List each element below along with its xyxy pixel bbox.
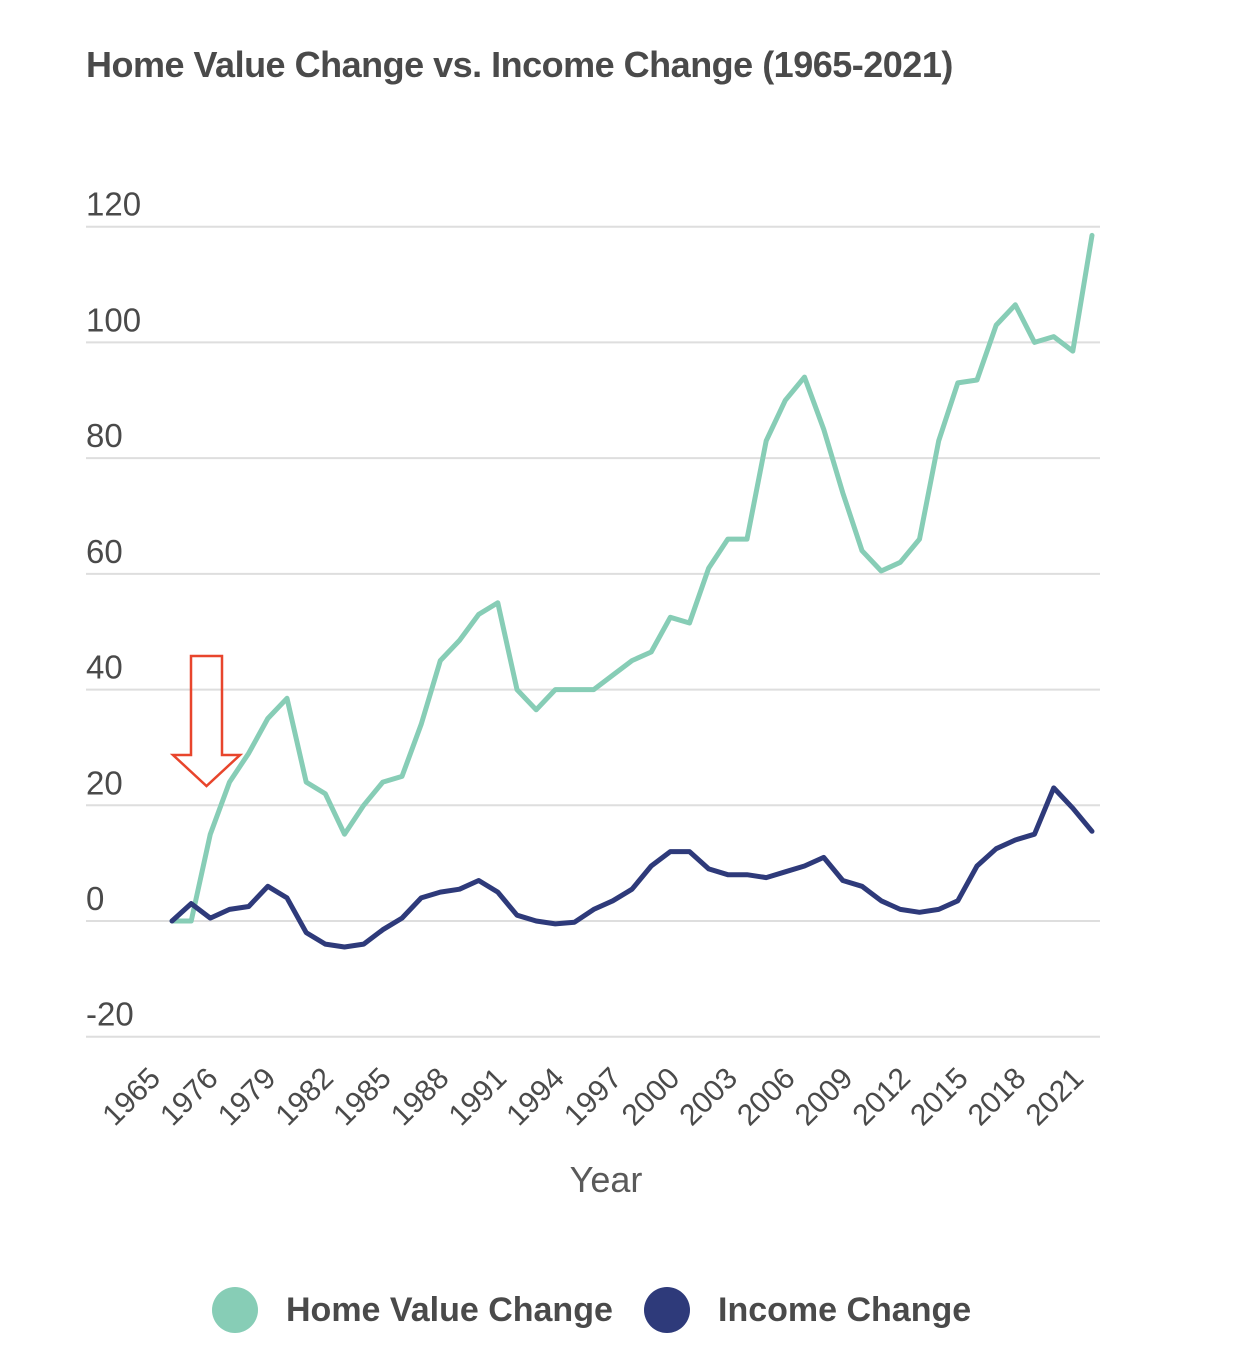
legend-label-income: Income Change — [718, 1290, 972, 1329]
legend: Home Value Change Income Change — [0, 1280, 1242, 1340]
legend-swatch-home-value — [212, 1287, 258, 1333]
annotation-layer — [169, 654, 244, 788]
x-tick-label: 2000 — [616, 1062, 687, 1133]
x-tick-label: 2006 — [731, 1062, 802, 1133]
x-tick-label: 2012 — [847, 1062, 918, 1133]
grid-lines — [86, 225, 1100, 1038]
down-arrow-annotation — [169, 654, 244, 788]
x-tick-label: 2018 — [962, 1062, 1033, 1133]
y-tick-label: 0 — [86, 880, 104, 917]
x-tick-label: 2015 — [904, 1062, 975, 1133]
x-axis-title: Year — [570, 1159, 643, 1200]
x-tick-label: 1994 — [500, 1062, 571, 1133]
x-tick-label: 1976 — [154, 1062, 225, 1133]
y-tick-label: 60 — [86, 533, 123, 570]
chart-title: Home Value Change vs. Income Change (196… — [86, 44, 953, 85]
income-line — [169, 785, 1095, 950]
x-tick-label: 1985 — [327, 1062, 398, 1133]
x-tick-label: 2009 — [789, 1062, 860, 1133]
y-tick-label: 80 — [86, 417, 123, 454]
x-tick-label: 1965 — [96, 1062, 167, 1133]
y-tick-label: 20 — [86, 764, 123, 801]
x-tick-label: 1982 — [270, 1062, 341, 1133]
y-tick-label: 120 — [86, 186, 141, 223]
y-tick-label: 100 — [86, 301, 141, 338]
x-tick-label: 1991 — [443, 1062, 514, 1133]
legend-label-home-value: Home Value Change — [286, 1290, 613, 1329]
x-tick-label: 2021 — [1020, 1062, 1091, 1133]
legend-item-income: Income Change — [644, 1280, 971, 1340]
x-tick-label: 1979 — [212, 1062, 283, 1133]
y-tick-label: -20 — [86, 996, 134, 1033]
legend-item-home-value: Home Value Change — [212, 1280, 613, 1340]
x-axis-ticks: 1965197619791982198519881991199419972000… — [96, 1062, 1090, 1133]
home-value-line — [169, 232, 1095, 924]
series-lines — [169, 232, 1095, 950]
x-tick-label: 1997 — [558, 1062, 629, 1133]
y-tick-label: 40 — [86, 649, 123, 686]
x-tick-label: 1988 — [385, 1062, 456, 1133]
y-axis-ticks: 120 100 80 60 40 20 0 -20 — [86, 186, 141, 1033]
x-tick-label: 2003 — [673, 1062, 744, 1133]
legend-swatch-income — [644, 1287, 690, 1333]
